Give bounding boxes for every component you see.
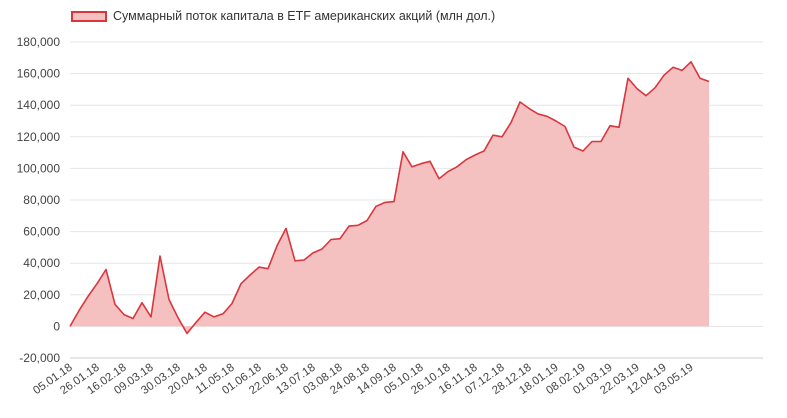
y-tick-label: 60,000: [23, 225, 60, 239]
y-tick-label: 140,000: [17, 98, 61, 112]
y-tick-label: 160,000: [17, 67, 61, 81]
legend-swatch: [71, 10, 107, 22]
y-tick-label: 120,000: [17, 130, 61, 144]
data-area: [69, 60, 710, 335]
legend[interactable]: Суммарный поток капитала в ETF американс…: [71, 8, 495, 24]
y-tick-label: -20,000: [19, 351, 60, 365]
y-tick-label: 40,000: [23, 256, 60, 270]
legend-label: Суммарный поток капитала в ETF американс…: [113, 9, 496, 23]
area-fill: [70, 61, 709, 334]
y-tick-label: 80,000: [23, 193, 60, 207]
series-line: [69, 60, 710, 335]
y-tick-label: 100,000: [17, 161, 61, 175]
y-tick-label: 0: [53, 319, 60, 333]
y-tick-label: 20,000: [23, 288, 60, 302]
x-axis: 05.01.1826.01.1816.02.1809.03.1830.03.18…: [31, 357, 763, 397]
y-tick-label: 180,000: [17, 35, 61, 49]
y-axis: -20,000 0 20,000 40,000 60,000 80,000 100,000 1…: [17, 35, 61, 365]
